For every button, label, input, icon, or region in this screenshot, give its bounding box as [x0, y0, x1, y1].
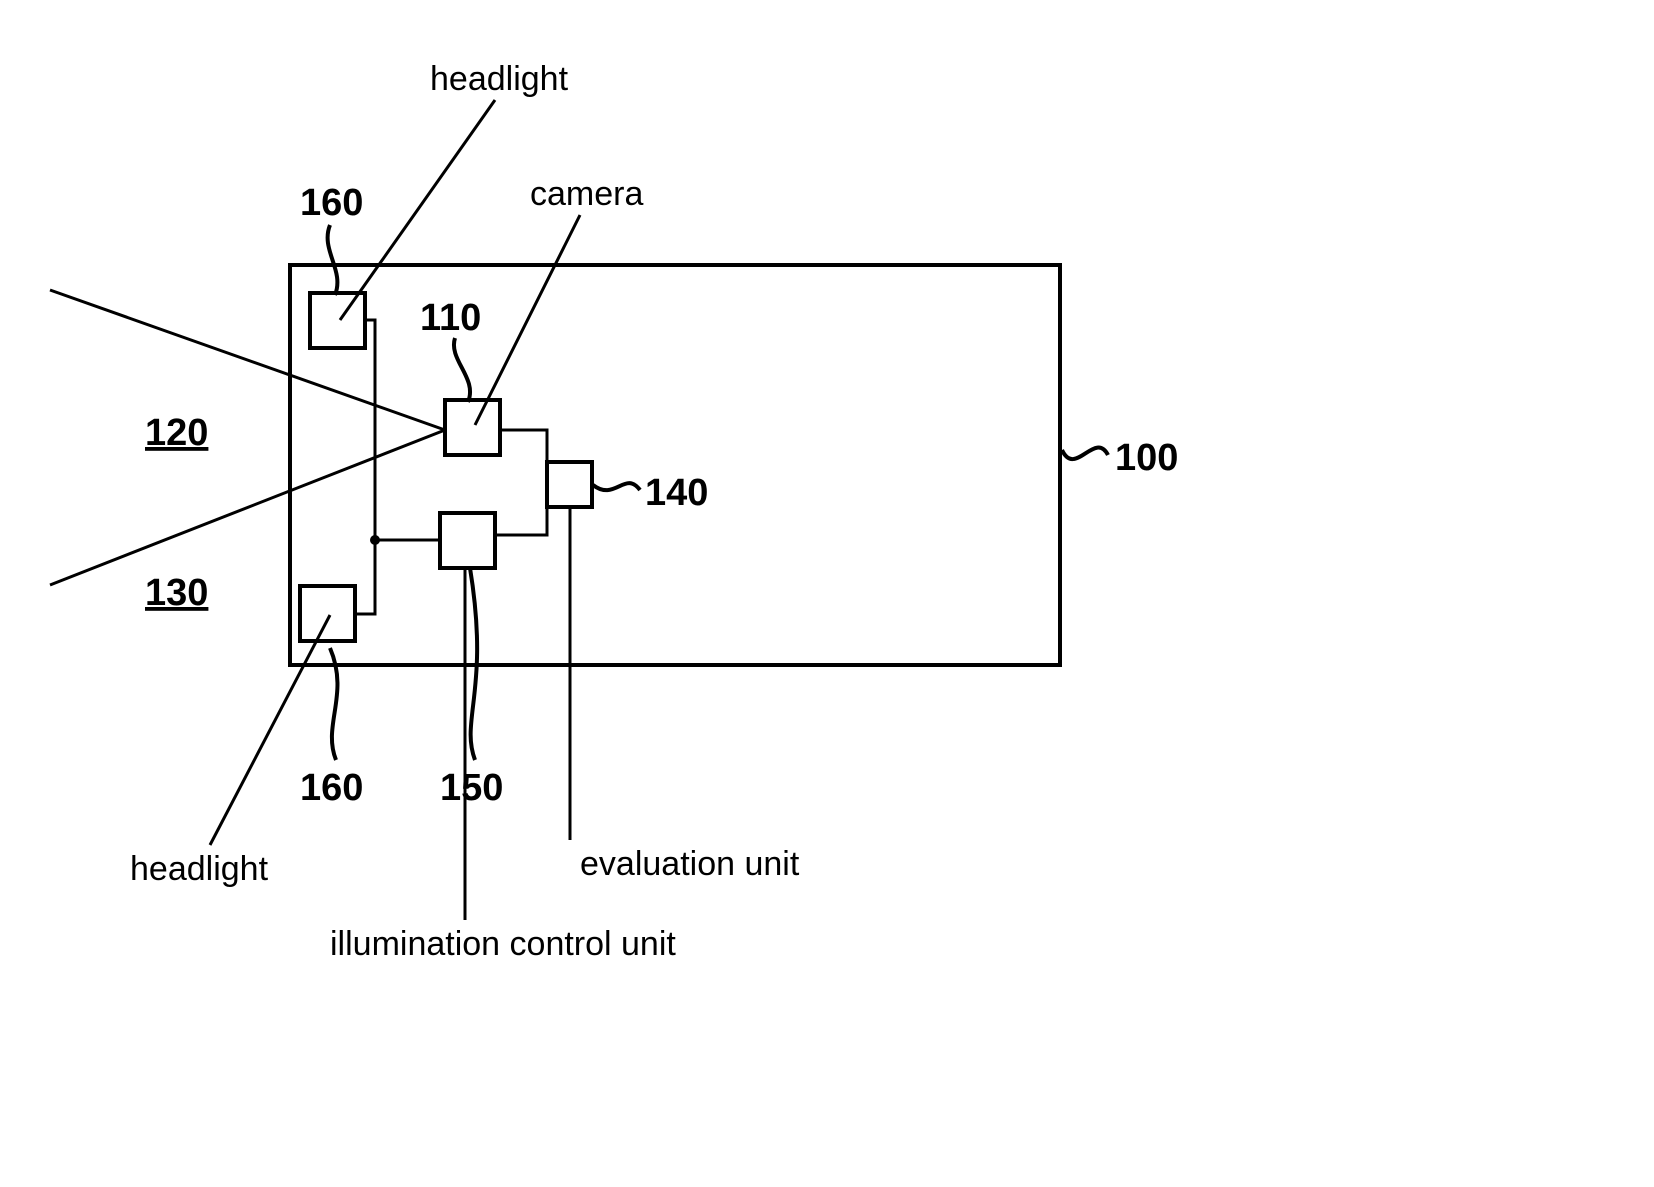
ref-130: 130	[145, 572, 208, 614]
camera-box	[445, 400, 500, 455]
ref-leader-140	[593, 483, 640, 490]
ref-150: 150	[440, 767, 503, 809]
junction-dot	[370, 535, 380, 545]
fov-line-lower	[50, 430, 445, 585]
leader-camera	[475, 215, 580, 425]
ref-leader-100	[1062, 448, 1108, 460]
wire-junction-to-top-headlight	[365, 320, 375, 540]
label-headlight-top: headlight	[430, 60, 569, 98]
headlight-bottom-box	[300, 586, 355, 641]
ref-160-top: 160	[300, 182, 363, 224]
label-camera: camera	[530, 175, 643, 213]
ref-leader-110	[454, 338, 470, 402]
label-illumination-control: illumination control unit	[330, 925, 676, 963]
ref-120: 120	[145, 412, 208, 454]
ref-160-bottom: 160	[300, 767, 363, 809]
vehicle-outline	[290, 265, 1060, 665]
ref-110: 110	[420, 297, 481, 339]
wire-eval-to-illum	[495, 507, 547, 535]
ref-140: 140	[645, 472, 708, 514]
headlight-top-box	[310, 293, 365, 348]
fov-line-upper	[50, 290, 445, 430]
label-evaluation-unit: evaluation unit	[580, 845, 800, 883]
wire-camera-to-eval	[500, 430, 547, 470]
diagram-canvas: headlight camera evaluation unit illumin…	[0, 0, 1654, 1187]
wire-junction-to-bottom-headlight	[355, 540, 375, 614]
leader-headlight-bottom	[210, 615, 330, 845]
illumination-control-box	[440, 513, 495, 568]
ref-100: 100	[1115, 437, 1178, 479]
label-headlight-bottom: headlight	[130, 850, 269, 888]
evaluation-unit-box	[547, 462, 592, 507]
ref-leader-160-top	[328, 225, 338, 295]
